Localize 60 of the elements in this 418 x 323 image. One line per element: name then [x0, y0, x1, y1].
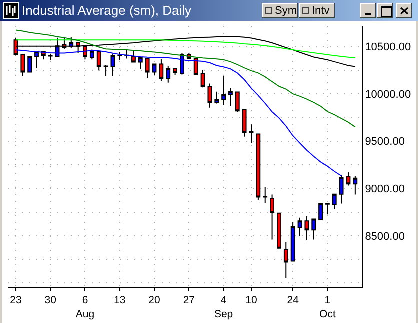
chart-title: Industrial Average (sm), Daily	[22, 3, 192, 18]
candlestick	[83, 46, 88, 60]
candlestick	[132, 50, 136, 63]
x-tick-label: 23	[10, 294, 22, 307]
x-tick-label: 24	[287, 294, 300, 307]
candlestick	[159, 58, 164, 82]
x-tick-label: 20	[148, 294, 161, 307]
line-series	[15, 36, 356, 68]
y-tick-label: 8500.00	[365, 230, 405, 243]
candlestick	[256, 134, 261, 201]
candlestick	[96, 51, 102, 72]
candlestick	[173, 68, 178, 76]
candlestick	[200, 69, 206, 88]
y-tick-label: 9000.00	[365, 184, 405, 196]
y-tick-label: 10000.00	[365, 88, 412, 101]
candlestick	[332, 194, 337, 210]
candlestick	[180, 52, 184, 76]
candlestick	[118, 52, 122, 61]
candlestick	[263, 186, 268, 204]
candlestick	[194, 58, 198, 76]
x-tick-label: 27	[183, 294, 196, 307]
candlestick	[166, 66, 171, 84]
x-tick-label: 4 Sep	[214, 294, 234, 320]
candlestick	[277, 212, 282, 249]
candlestick	[284, 242, 288, 279]
candlestick	[145, 58, 150, 79]
candlestick	[208, 83, 212, 108]
candlestick	[326, 203, 330, 216]
candlestick	[214, 91, 220, 104]
candlestick	[298, 217, 302, 237]
x-tick-label: 1 Oct	[320, 294, 336, 320]
candlestick	[312, 218, 316, 240]
x-tick-label: 6 Aug	[76, 294, 95, 320]
text: Sym	[262, 3, 298, 18]
line-series	[15, 30, 356, 128]
candlestick	[110, 53, 116, 77]
candlestick	[318, 202, 323, 220]
x-tick-label: 10	[246, 294, 258, 307]
candlestick	[48, 53, 53, 61]
candlestick	[346, 172, 351, 186]
candlestick	[104, 64, 108, 77]
candlestick	[249, 124, 254, 144]
line-series	[15, 40, 356, 59]
candlestick	[270, 194, 274, 240]
candlestick	[228, 87, 233, 106]
x-tick-label: 13	[114, 294, 126, 307]
candlestick	[138, 57, 143, 70]
y-tick-label: 10500.00	[365, 42, 412, 54]
x-tick-label: 30	[44, 294, 57, 307]
candlestick	[242, 109, 247, 138]
y-tick-label: 9500.00	[365, 136, 405, 148]
candlestick	[152, 64, 157, 76]
candlestick	[290, 222, 296, 262]
candlestick	[28, 56, 32, 73]
candlestick	[20, 54, 26, 77]
candlestick	[222, 76, 226, 106]
candlestick	[353, 176, 358, 196]
candlestick	[235, 92, 240, 113]
text: Intv	[299, 3, 335, 18]
candlestick	[304, 216, 310, 241]
